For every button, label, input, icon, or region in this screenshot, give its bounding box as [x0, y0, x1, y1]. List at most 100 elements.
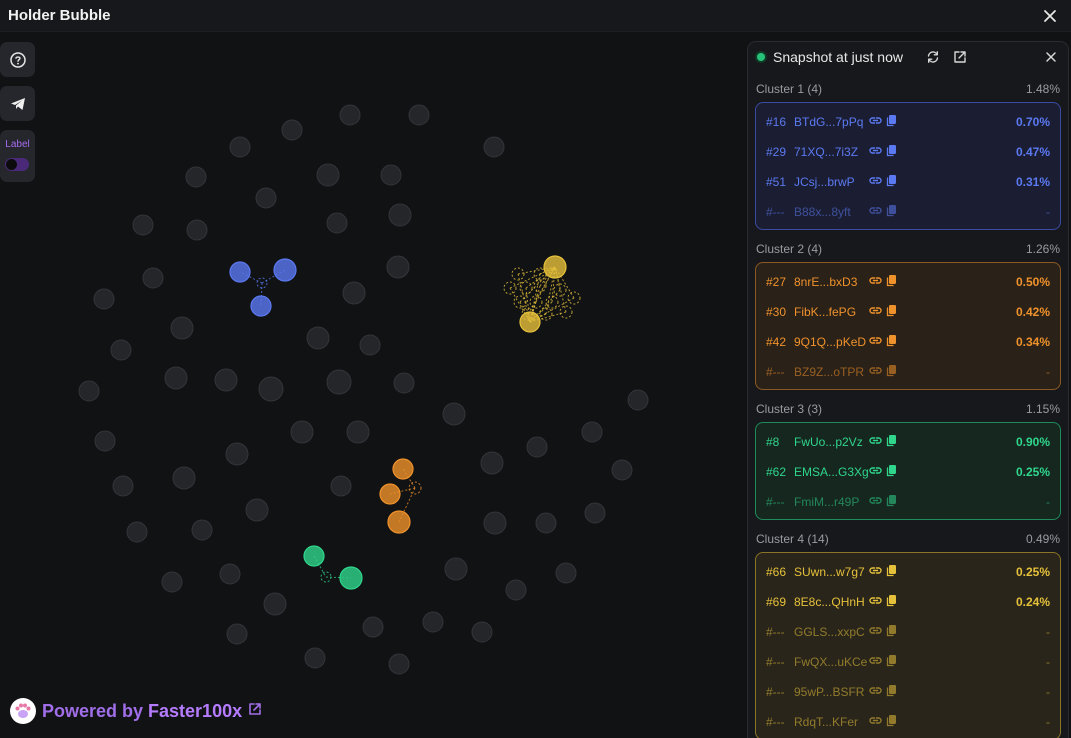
bubble-map[interactable]	[0, 33, 745, 738]
holder-row[interactable]: #--- BZ9Z...oTPR -	[756, 356, 1060, 386]
holder-bubble[interactable]	[263, 592, 287, 616]
cluster-bubble[interactable]	[511, 267, 525, 281]
label-toggle[interactable]	[5, 158, 29, 171]
link-icon[interactable]	[869, 174, 882, 190]
link-icon[interactable]	[869, 114, 882, 130]
link-icon[interactable]	[869, 334, 882, 350]
cluster-bubble[interactable]	[567, 291, 581, 305]
holder-bubble[interactable]	[186, 219, 208, 241]
holder-address[interactable]: JCsj...brwP	[794, 175, 855, 189]
holder-bubble[interactable]	[388, 653, 410, 675]
copy-icon[interactable]	[886, 564, 897, 580]
cluster-bubble[interactable]	[553, 283, 567, 297]
holder-bubble[interactable]	[185, 166, 207, 188]
holder-address[interactable]: FwQX...uKCe	[794, 655, 868, 669]
holder-address[interactable]: FwUo...p2Vz	[794, 435, 863, 449]
link-icon[interactable]	[869, 684, 882, 700]
holder-bubble[interactable]	[386, 255, 410, 279]
holder-bubble[interactable]	[444, 557, 468, 581]
holder-bubble[interactable]	[611, 459, 633, 481]
holder-bubble[interactable]	[526, 436, 548, 458]
holder-bubble[interactable]	[483, 136, 505, 158]
holder-row[interactable]: #--- B88x...8yft -	[756, 196, 1060, 226]
link-icon[interactable]	[869, 654, 882, 670]
cluster-bubble[interactable]	[539, 307, 553, 321]
holder-bubble[interactable]	[94, 430, 116, 452]
cluster-bubble[interactable]	[559, 305, 573, 319]
link-icon[interactable]	[869, 304, 882, 320]
close-icon[interactable]	[1043, 49, 1059, 65]
holder-bubble[interactable]	[258, 376, 284, 402]
holder-address[interactable]: RdqT...KFer	[794, 715, 859, 729]
link-icon[interactable]	[869, 714, 882, 730]
holder-bubble[interactable]	[330, 475, 352, 497]
cluster-bubble[interactable]	[533, 279, 547, 293]
holder-bubble[interactable]	[422, 611, 444, 633]
cluster-bubble[interactable]	[320, 571, 332, 583]
cluster-bubble[interactable]	[379, 483, 401, 505]
holder-bubble[interactable]	[132, 214, 154, 236]
holder-address[interactable]: 9Q1Q...pKeD	[794, 335, 867, 349]
holder-address[interactable]: EMSA...G3Xg	[794, 465, 869, 479]
holder-bubble[interactable]	[480, 451, 504, 475]
copy-icon[interactable]	[886, 204, 897, 220]
holder-address[interactable]: 8nrE...bxD3	[794, 275, 858, 289]
holder-bubble[interactable]	[380, 164, 402, 186]
link-icon[interactable]	[869, 494, 882, 510]
holder-row[interactable]: #62 EMSA...G3Xg 0.25%	[756, 456, 1060, 486]
cluster-bubble[interactable]	[229, 261, 251, 283]
holder-address[interactable]: BZ9Z...oTPR	[794, 365, 865, 379]
copy-icon[interactable]	[886, 144, 897, 160]
cluster-bubble[interactable]	[543, 255, 567, 279]
cluster-bubble[interactable]	[545, 295, 559, 309]
holder-bubble[interactable]	[142, 267, 164, 289]
holder-bubble[interactable]	[110, 339, 132, 361]
holder-bubble[interactable]	[191, 519, 213, 541]
holder-row[interactable]: #--- 95wP...BSFR -	[756, 676, 1060, 706]
link-icon[interactable]	[869, 624, 882, 640]
brand-link[interactable]: Faster100x	[148, 700, 243, 721]
holder-bubble[interactable]	[555, 562, 577, 584]
copy-icon[interactable]	[886, 174, 897, 190]
holder-row[interactable]: #27 8nrE...bxD3 0.50%	[756, 266, 1060, 296]
refresh-icon[interactable]	[925, 49, 941, 65]
holder-bubble[interactable]	[316, 163, 340, 187]
holder-row[interactable]: #8 FwUo...p2Vz 0.90%	[756, 426, 1060, 456]
holder-bubble[interactable]	[255, 187, 277, 209]
holder-address[interactable]: SUwn...w7g7	[794, 565, 865, 579]
copy-icon[interactable]	[886, 494, 897, 510]
holder-bubble[interactable]	[505, 579, 527, 601]
holder-address[interactable]: FibK...fePG	[794, 305, 857, 319]
holder-bubble[interactable]	[304, 647, 326, 669]
holder-bubble[interactable]	[214, 368, 238, 392]
cluster-bubble[interactable]	[529, 295, 543, 309]
close-icon[interactable]	[1039, 5, 1061, 27]
holder-row[interactable]: #--- FwQX...uKCe -	[756, 646, 1060, 676]
holder-bubble[interactable]	[281, 119, 303, 141]
holder-bubble[interactable]	[581, 421, 603, 443]
copy-icon[interactable]	[886, 654, 897, 670]
cluster-bubble[interactable]	[256, 277, 268, 289]
cluster-bubble[interactable]	[408, 481, 422, 495]
copy-icon[interactable]	[886, 684, 897, 700]
external-link-icon[interactable]	[248, 702, 262, 721]
copy-icon[interactable]	[886, 464, 897, 480]
holder-bubble[interactable]	[408, 104, 430, 126]
help-button[interactable]	[0, 42, 35, 77]
holder-bubble[interactable]	[362, 616, 384, 638]
holder-bubble[interactable]	[78, 380, 100, 402]
cluster-bubble[interactable]	[250, 295, 272, 317]
copy-icon[interactable]	[886, 274, 897, 290]
link-icon[interactable]	[869, 564, 882, 580]
holder-bubble[interactable]	[245, 498, 269, 522]
holder-bubble[interactable]	[339, 104, 361, 126]
copy-icon[interactable]	[886, 304, 897, 320]
holder-bubble[interactable]	[346, 420, 370, 444]
holder-bubble[interactable]	[225, 442, 249, 466]
holder-address[interactable]: GGLS...xxpC	[794, 625, 865, 639]
cluster-bubble[interactable]	[387, 510, 411, 534]
holder-address[interactable]: 8E8c...QHnH	[794, 595, 865, 609]
copy-icon[interactable]	[886, 624, 897, 640]
link-icon[interactable]	[869, 594, 882, 610]
holder-row[interactable]: #66 SUwn...w7g7 0.25%	[756, 556, 1060, 586]
